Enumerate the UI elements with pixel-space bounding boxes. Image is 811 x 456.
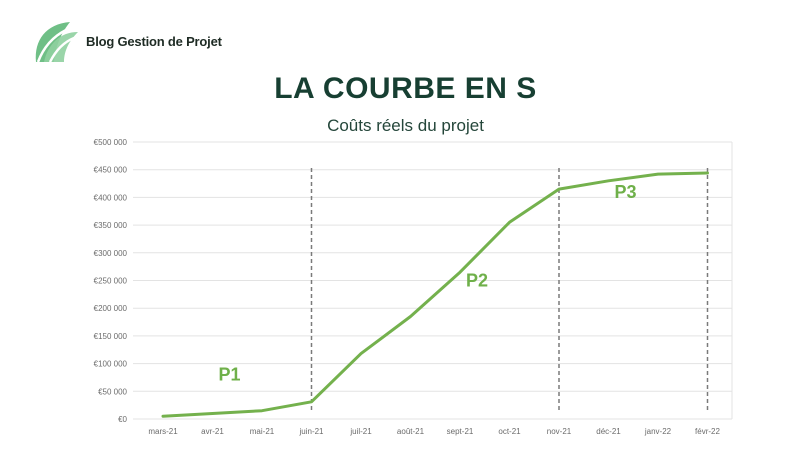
- y-tick-label: €500 000: [94, 138, 128, 147]
- phase-label: P1: [218, 365, 240, 385]
- x-tick-label: févr-22: [695, 427, 720, 436]
- y-tick-label: €150 000: [94, 332, 128, 341]
- brand: Blog Gestion de Projet: [30, 18, 222, 64]
- y-tick-label: €450 000: [94, 166, 128, 175]
- phase-label: P2: [466, 271, 488, 291]
- x-tick-label: oct-21: [498, 427, 521, 436]
- x-tick-label: juil-21: [349, 427, 372, 436]
- y-tick-label: €100 000: [94, 360, 128, 369]
- y-tick-label: €250 000: [94, 277, 128, 286]
- x-tick-label: sept-21: [447, 427, 474, 436]
- x-tick-label: janv-22: [644, 427, 672, 436]
- x-tick-label: avr-21: [201, 427, 224, 436]
- series-line: [161, 171, 709, 418]
- phase-label: P3: [614, 182, 636, 202]
- chart-title: LA COURBE EN S: [274, 72, 537, 105]
- brand-name: Blog Gestion de Projet: [86, 33, 222, 49]
- x-tick-label: juin-21: [298, 427, 324, 436]
- x-tick-label: déc-21: [596, 427, 621, 436]
- y-tick-label: €350 000: [94, 221, 128, 230]
- y-tick-label: €50 000: [98, 387, 127, 396]
- y-tick-label: €300 000: [94, 249, 128, 258]
- chart-subtitle: Coûts réels du projet: [327, 116, 484, 135]
- x-tick-label: août-21: [397, 427, 425, 436]
- y-tick-label: €400 000: [94, 193, 128, 202]
- y-tick-label: €0: [118, 415, 127, 424]
- x-tick-label: mai-21: [250, 427, 275, 436]
- leaf-logo-icon: [35, 22, 78, 63]
- x-tick-label: nov-21: [547, 427, 572, 436]
- x-tick-label: mars-21: [148, 427, 178, 436]
- y-tick-label: €200 000: [94, 304, 128, 313]
